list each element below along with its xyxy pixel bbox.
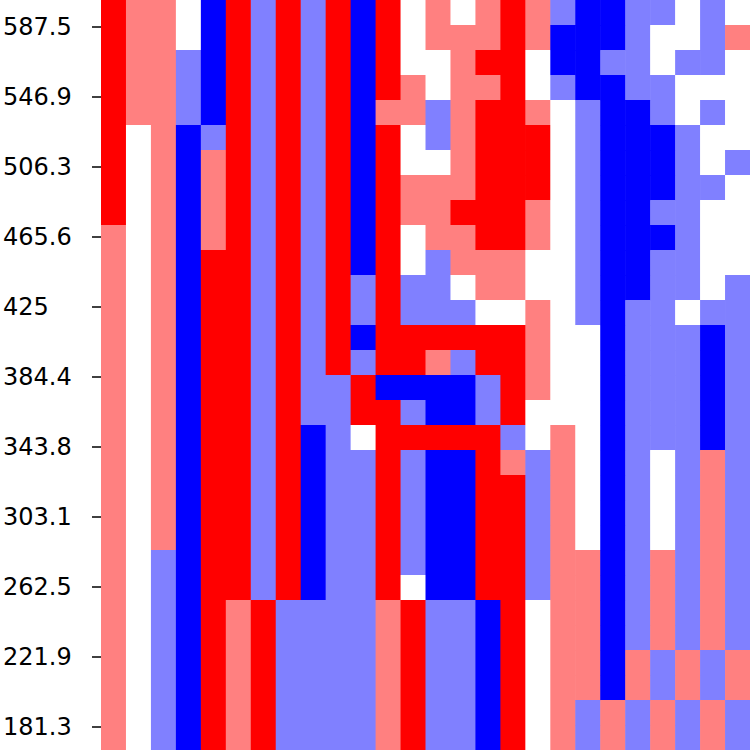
svg-text:343.8: 343.8 [3, 433, 72, 461]
svg-text:262.5: 262.5 [3, 573, 72, 601]
svg-text:506.3: 506.3 [3, 153, 72, 181]
svg-text:546.9: 546.9 [3, 83, 72, 111]
svg-text:587.5: 587.5 [3, 13, 72, 41]
svg-text:465.6: 465.6 [3, 223, 72, 251]
svg-text:425: 425 [3, 293, 49, 321]
svg-text:181.3: 181.3 [3, 713, 72, 741]
svg-text:303.1: 303.1 [3, 503, 72, 531]
svg-text:221.9: 221.9 [3, 643, 72, 671]
svg-text:384.4: 384.4 [3, 363, 72, 391]
